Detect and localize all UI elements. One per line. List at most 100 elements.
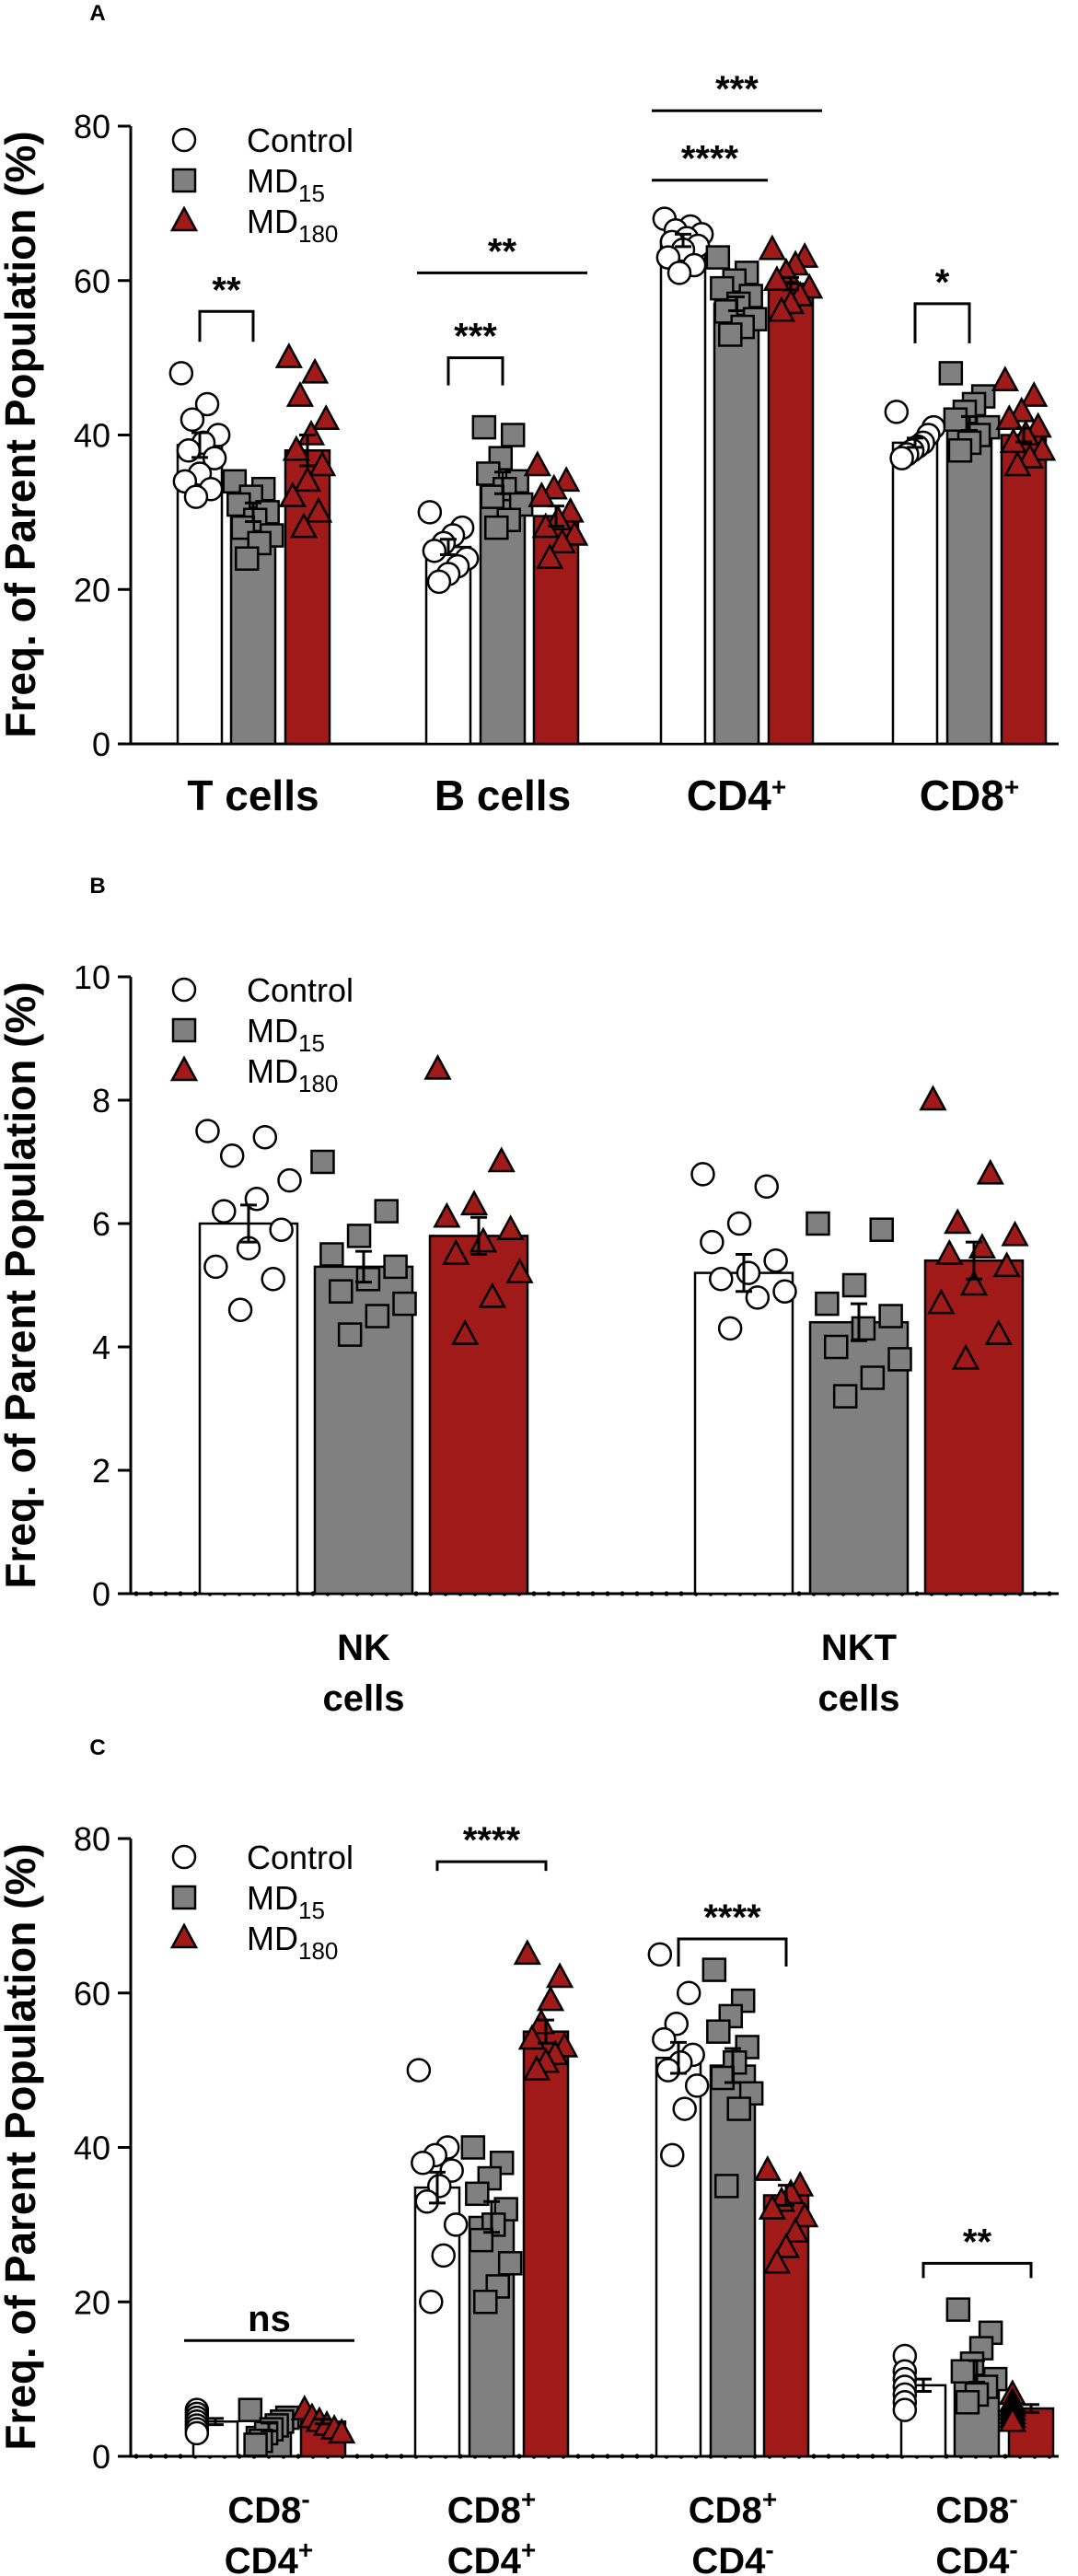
point-control — [736, 1260, 761, 1285]
point-control — [252, 1124, 278, 1150]
point-md180 — [548, 528, 576, 554]
x-axis-dot — [575, 1591, 581, 1596]
legend-label: MD15 — [247, 1012, 325, 1057]
point-md15 — [841, 1272, 867, 1298]
point-md180 — [762, 2247, 792, 2274]
point-md180 — [1003, 450, 1032, 477]
point-md180 — [328, 2418, 356, 2444]
point-control — [672, 2096, 697, 2121]
x-axis-dot — [649, 2454, 655, 2459]
x-axis-dot — [840, 2454, 846, 2459]
point-md180 — [781, 2217, 810, 2244]
bar-control — [891, 441, 939, 746]
panel-letter: C — [89, 1735, 105, 1760]
x-axis-dot — [1003, 2454, 1008, 2459]
x-axis-dot — [620, 2454, 625, 2459]
y-axis-label: Freq. of Parent Population (%) — [0, 131, 44, 737]
x-axis-dot — [561, 1591, 566, 1596]
x-category-label-superscript: + — [521, 2535, 536, 2564]
x-axis-dot — [399, 2454, 404, 2459]
significance-bracket — [435, 1860, 548, 1872]
x-category-label-superscript: + — [762, 2485, 777, 2513]
point-md180 — [300, 357, 330, 384]
x-axis-dot — [413, 1591, 419, 1596]
point-control — [660, 2142, 685, 2168]
x-axis-dot — [192, 1591, 198, 1596]
panel-C: C Freq. of Parent Population (%) 0 20 40 60 80… — [0, 1735, 1059, 2576]
point-control — [443, 2212, 469, 2237]
x-axis-dot — [516, 2454, 522, 2459]
x-category-label-base: CD8 — [227, 2490, 301, 2531]
legend-circle-icon — [171, 127, 197, 153]
point-md180 — [944, 1208, 972, 1235]
point-control — [195, 1119, 220, 1143]
x-category-label: CD8- — [935, 2485, 1017, 2531]
point-md15 — [392, 1291, 417, 1317]
y-tick-label: 60 — [74, 1975, 110, 2013]
legend-square-icon — [171, 1017, 197, 1043]
point-control — [700, 1229, 724, 1255]
x-category-label-base: cells — [818, 1678, 900, 1719]
x-axis-dot — [1032, 1591, 1037, 1596]
point-md15 — [319, 1242, 344, 1267]
y-tick-label: 80 — [74, 1820, 110, 1858]
point-md15 — [329, 1279, 354, 1304]
legend-label: Control — [247, 1839, 354, 1876]
point-control — [411, 2151, 435, 2176]
point-md15 — [238, 2397, 263, 2422]
point-md180 — [998, 2406, 1026, 2432]
point-md180 — [296, 419, 326, 446]
point-md15 — [860, 1365, 886, 1390]
x-axis-dot — [590, 1591, 596, 1596]
point-md180 — [758, 234, 786, 261]
panel-letter: A — [89, 1, 105, 26]
point-control — [227, 1297, 253, 1323]
point-md15 — [714, 2174, 739, 2199]
point-md15 — [950, 2359, 976, 2384]
significance-label: **** — [703, 1897, 761, 1938]
legend-triangle-icon — [169, 1055, 199, 1082]
point-control — [884, 400, 910, 424]
x-category-label-base: CD8 — [920, 772, 1004, 819]
point-md15 — [310, 1149, 335, 1175]
legend-label-base: Control — [247, 122, 354, 159]
point-control — [667, 261, 692, 285]
bar-control — [655, 2056, 702, 2458]
x-axis-dot — [678, 1591, 684, 1596]
point-control — [417, 500, 443, 525]
legend-circle-icon — [171, 977, 197, 1003]
point-md15 — [460, 2135, 486, 2160]
x-category-label: CD8+ — [447, 2485, 536, 2531]
legend-label-base: MD — [247, 1879, 298, 1917]
point-control — [655, 2058, 681, 2083]
point-md180 — [505, 1257, 534, 1283]
x-category-label: T cells — [187, 772, 319, 819]
point-md15 — [365, 1304, 390, 1329]
point-md180 — [451, 1318, 480, 1345]
x-category-label-base: T cells — [187, 772, 319, 819]
point-md180 — [1020, 380, 1049, 407]
point-md180 — [433, 1201, 461, 1228]
x-category-label-base: CD8 — [447, 2490, 521, 2531]
bar-md180 — [767, 282, 815, 746]
legend-label: MD15 — [247, 162, 325, 207]
significance-label: ** — [963, 2222, 992, 2262]
y-tick-label: 4 — [92, 1329, 110, 1366]
point-md180 — [959, 1270, 989, 1296]
significance-label: ** — [212, 270, 241, 310]
point-control — [763, 1247, 788, 1273]
legend-label-subscript: 180 — [298, 1070, 338, 1097]
legend-label-subscript: 15 — [298, 180, 325, 207]
point-md180 — [478, 1282, 506, 1308]
bar-control — [693, 1271, 794, 1595]
point-control — [212, 1199, 237, 1224]
x-axis-dot — [590, 2454, 596, 2459]
point-md180 — [1007, 396, 1036, 423]
point-control — [717, 1316, 743, 1341]
panel-A: A Freq. of Parent Population (%) 0 20 40 60 80… — [0, 1, 1059, 819]
point-control — [183, 484, 209, 509]
point-md180 — [1015, 443, 1044, 469]
point-control — [690, 1162, 715, 1187]
point-md180 — [536, 1985, 565, 2012]
x-category-label-base: CD4 — [935, 2541, 1010, 2576]
